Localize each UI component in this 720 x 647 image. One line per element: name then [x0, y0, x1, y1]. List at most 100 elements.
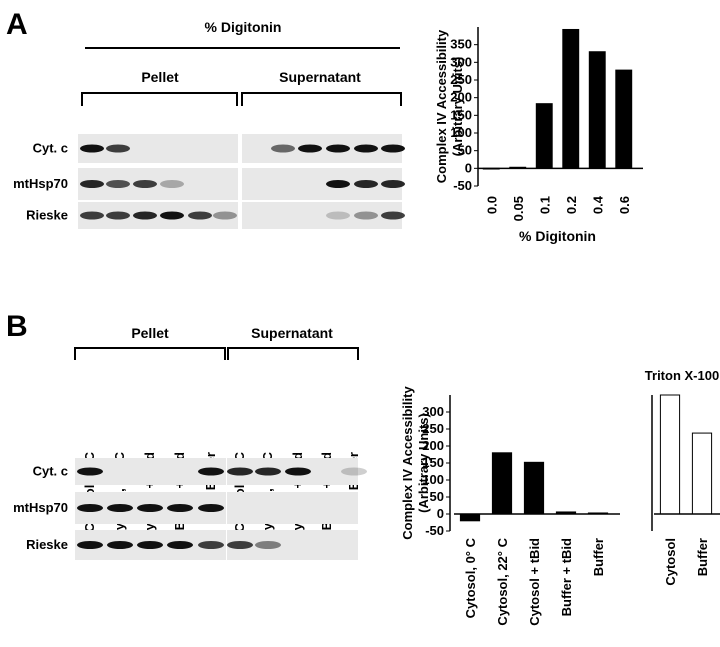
band	[167, 541, 193, 549]
x-tick-label: 0.05	[511, 196, 526, 221]
bar	[562, 28, 580, 169]
bar	[588, 51, 606, 169]
band	[106, 211, 130, 220]
x-tick-label: 0.1	[537, 196, 552, 214]
band	[227, 541, 253, 549]
band	[167, 504, 193, 512]
band	[198, 467, 224, 476]
band	[381, 211, 405, 220]
y-axis-label: (Arbitrary Units)	[450, 57, 465, 157]
band	[198, 504, 224, 512]
y-tick-label: 200	[422, 438, 444, 453]
y-tick-label: 100	[450, 125, 472, 140]
x-tick-label: 0.4	[590, 195, 605, 214]
y-tick-label: -50	[425, 523, 444, 538]
blot	[242, 202, 402, 229]
band	[107, 541, 133, 549]
y-tick-label: 250	[422, 421, 444, 436]
row-label: Rieske	[26, 208, 68, 223]
row-label: Cyt. c	[33, 464, 68, 479]
band	[77, 504, 103, 512]
band	[255, 467, 281, 476]
y-tick-label: 50	[458, 143, 472, 158]
band	[77, 467, 103, 476]
y-axis-label: Complex IV Accessibility	[400, 386, 415, 540]
band	[326, 180, 350, 188]
band	[255, 541, 281, 549]
band	[160, 211, 184, 220]
row-label: mtHsp70	[13, 500, 68, 515]
x-tick-label: 0.2	[564, 196, 579, 214]
bar	[659, 394, 681, 515]
x-tick-label: Buffer	[591, 538, 606, 576]
y-tick-label: 300	[450, 54, 472, 69]
band	[137, 541, 163, 549]
group-label: Pellet	[141, 69, 179, 85]
row-label: Cyt. c	[33, 141, 68, 156]
panel-header: % Digitonin	[205, 19, 282, 35]
band	[271, 144, 295, 153]
y-axis-label: Complex IV Accessibility	[434, 29, 449, 183]
y-tick-label: 150	[450, 107, 472, 122]
group-label: Pellet	[131, 325, 169, 341]
band	[213, 211, 237, 220]
row-label: mtHsp70	[13, 176, 68, 191]
band	[227, 467, 253, 476]
blot	[227, 492, 358, 524]
band	[298, 144, 322, 153]
y-tick-label: 0	[437, 506, 444, 521]
bar	[535, 103, 553, 169]
y-tick-label: -50	[453, 178, 472, 193]
y-tick-label: 300	[422, 404, 444, 419]
band	[77, 541, 103, 549]
blot	[78, 168, 238, 200]
band	[381, 144, 405, 153]
group-bracket	[81, 92, 402, 106]
band	[188, 211, 212, 220]
bar	[491, 452, 513, 515]
bar	[691, 432, 713, 515]
band	[381, 180, 405, 188]
band	[106, 144, 130, 153]
x-tick-label: 0.6	[617, 196, 632, 214]
group-label: Supernatant	[279, 69, 361, 85]
y-tick-label: 100	[422, 472, 444, 487]
band	[133, 211, 157, 220]
y-tick-label: 350	[450, 37, 472, 52]
row-label: Rieske	[26, 537, 68, 552]
bar	[459, 513, 481, 522]
band	[107, 504, 133, 512]
blot	[78, 134, 238, 163]
band	[354, 211, 378, 220]
x-tick-label: Buffer	[695, 538, 710, 576]
x-tick-label: Buffer + tBid	[559, 538, 574, 616]
x-tick-label: Cytosol, 0° C	[463, 537, 478, 618]
bar	[523, 461, 545, 515]
x-tick-label: Cytosol	[663, 538, 678, 586]
y-tick-label: 0	[465, 160, 472, 175]
y-tick-label: 200	[450, 90, 472, 105]
y-tick-label: 50	[430, 489, 444, 504]
band	[326, 144, 350, 153]
band	[285, 467, 311, 476]
band	[354, 144, 378, 153]
y-tick-label: 150	[422, 455, 444, 470]
x-tick-label: Cytosol + tBid	[527, 538, 542, 626]
y-tick-label: 250	[450, 72, 472, 87]
panel-label: B	[6, 310, 28, 343]
x-axis-label: % Digitonin	[519, 228, 596, 244]
group-bracket	[74, 347, 359, 360]
band	[160, 180, 184, 188]
band	[198, 541, 224, 549]
band	[133, 180, 157, 188]
group-label: Supernatant	[251, 325, 333, 341]
y-axis-label: (Arbitrary Units)	[416, 413, 431, 513]
x-tick-label: 0.0	[484, 196, 499, 214]
band	[80, 144, 104, 153]
band	[341, 467, 367, 476]
band	[326, 211, 350, 220]
band	[80, 211, 104, 220]
annotation: Triton X-100	[645, 368, 719, 383]
panel-label: A	[6, 8, 28, 41]
